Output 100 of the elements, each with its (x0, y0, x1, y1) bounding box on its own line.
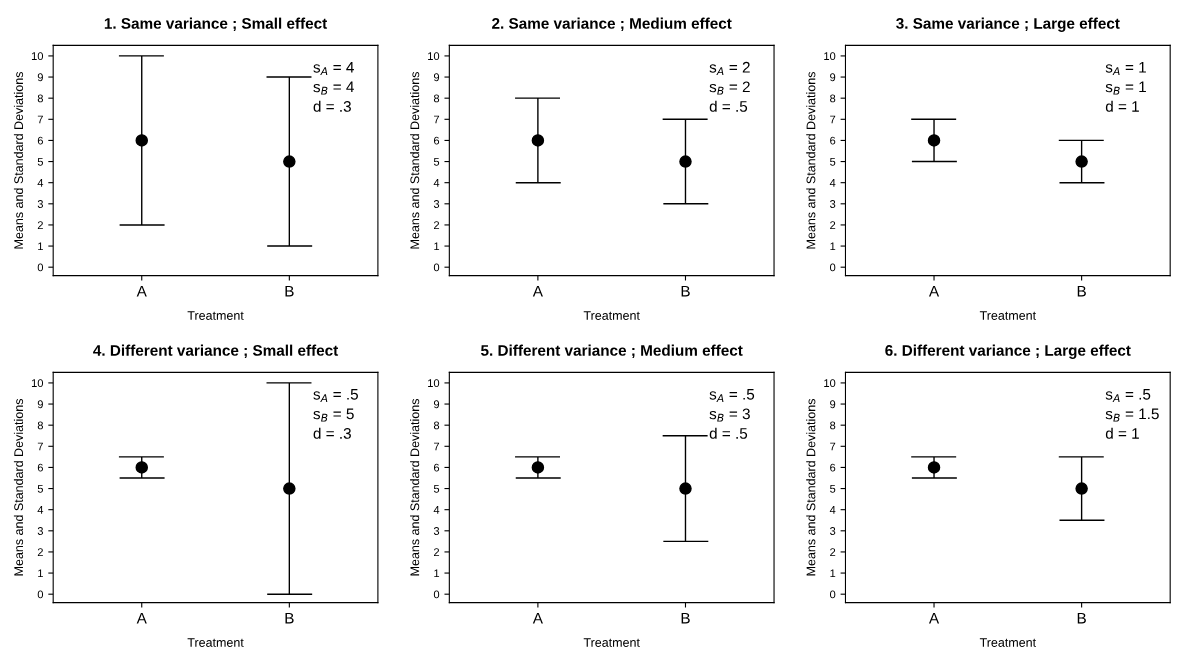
y-tick-label: 0 (830, 590, 836, 599)
y-tick-label: 5 (37, 157, 43, 166)
annotation: s$_{A}$ = 1 (1105, 62, 1146, 76)
y-tick-label: 8 (37, 94, 43, 103)
x-tick-label: B (285, 612, 294, 624)
y-tick-label: 5 (830, 157, 836, 166)
y-tick-label: 5 (37, 484, 43, 493)
y-axis-title: Means and Standard Deviations (806, 72, 816, 249)
x-tick-label: A (928, 285, 940, 297)
y-tick-label: 0 (830, 263, 836, 272)
y-tick-label: 2 (830, 548, 836, 556)
annotation: d = .3 (313, 427, 351, 439)
x-tick-label: A (532, 612, 543, 624)
annotation: s$_{A}$ = .5 (1105, 389, 1151, 403)
annotation: s$_{A}$ = 4 (313, 62, 354, 76)
x-tick-label: B (285, 285, 294, 297)
annotation: d = .5 (709, 427, 748, 439)
y-tick-label: 8 (830, 421, 836, 430)
y-tick-label: 8 (433, 421, 440, 430)
annotation: s$_{B}$ = 5 (313, 408, 354, 422)
y-tick-label: 9 (37, 73, 43, 82)
annotation: s$_{A}$ = 2 (709, 61, 750, 76)
y-tick-label: 4 (433, 179, 440, 187)
x-axis-title: Treatment (187, 638, 244, 647)
annotation: s$_{A}$ = .5 (709, 389, 755, 403)
y-tick-label: 0 (37, 590, 44, 599)
annotation: s$_{B}$ = 3 (709, 408, 750, 422)
x-axis-title: Treatment (583, 311, 640, 320)
y-tick-label: 3 (37, 200, 43, 208)
y-tick-label: 0 (37, 263, 44, 272)
y-tick-label: 8 (433, 94, 440, 103)
y-tick-label: 2 (830, 221, 836, 229)
y-tick-label: 1 (830, 242, 836, 251)
y-tick-label: 6 (37, 136, 43, 145)
x-tick-label: A (136, 285, 147, 297)
y-axis-title: Means and Standard Deviations (410, 399, 420, 576)
annotation: d = .5 (709, 100, 748, 112)
y-tick-label: 1 (38, 569, 43, 578)
y-tick-label: 6 (830, 463, 836, 472)
y-tick-label: 7 (830, 442, 836, 451)
chart-title: 6. Different variance ; Large effect (885, 344, 1131, 359)
x-axis-title: Treatment (979, 311, 1036, 320)
y-tick-label: 6 (434, 463, 440, 472)
annotation: d = 1 (1105, 100, 1139, 112)
x-tick-label: A (532, 285, 543, 297)
y-tick-label: 3 (830, 527, 836, 535)
chart-title: 5. Different variance ; Medium effect (480, 344, 743, 359)
y-tick-label: 9 (830, 400, 836, 409)
y-tick-label: 4 (829, 506, 836, 514)
y-tick-label: 5 (830, 484, 836, 493)
y-tick-label: 9 (37, 400, 43, 409)
y-tick-label: 7 (434, 115, 440, 124)
x-tick-label: B (1077, 285, 1086, 297)
y-tick-label: 7 (830, 115, 836, 124)
y-axis-title: Means and Standard Deviations (410, 72, 420, 249)
x-tick-label: B (681, 612, 690, 624)
x-tick-label: A (928, 612, 940, 624)
x-axis-title: Treatment (187, 311, 244, 320)
annotation: s$_{B}$ = 2 (709, 81, 750, 95)
y-tick-label: 6 (434, 136, 440, 145)
y-tick-label: 10 (31, 379, 44, 388)
y-tick-label: 6 (37, 463, 43, 472)
y-tick-label: 8 (830, 94, 836, 103)
x-tick-label: B (681, 285, 690, 297)
chart-title: 1. Same variance ; Small effect (104, 17, 328, 32)
y-tick-label: 1 (830, 569, 836, 578)
x-axis-title: Treatment (583, 638, 640, 647)
annotation: s$_{A}$ = .5 (313, 389, 358, 403)
y-tick-label: 10 (31, 52, 44, 61)
y-tick-label: 3 (37, 527, 43, 535)
y-tick-label: 6 (830, 136, 836, 145)
y-tick-label: 1 (38, 242, 43, 251)
annotation: s$_{B}$ = 1.5 (1105, 408, 1159, 422)
y-tick-label: 3 (830, 200, 836, 208)
y-axis-title: Means and Standard Deviations (13, 72, 24, 249)
y-tick-label: 4 (37, 506, 44, 514)
y-tick-label: 10 (824, 379, 836, 388)
x-tick-label: B (1077, 612, 1086, 624)
y-tick-label: 0 (433, 263, 440, 272)
y-tick-label: 1 (434, 569, 440, 578)
y-tick-label: 2 (433, 548, 440, 556)
y-tick-label: 2 (433, 221, 440, 229)
y-tick-label: 9 (433, 73, 440, 82)
y-axis-title: Means and Standard Deviations (806, 399, 816, 576)
x-tick-label: A (136, 612, 147, 624)
annotation: d = 1 (1105, 427, 1139, 439)
chart-title: 4. Different variance ; Small effect (93, 344, 339, 359)
annotation: s$_{B}$ = 4 (313, 81, 354, 95)
y-tick-label: 7 (434, 442, 440, 451)
y-tick-label: 0 (433, 590, 440, 599)
y-tick-label: 10 (428, 52, 440, 61)
y-tick-label: 3 (433, 200, 440, 208)
chart-title: 2. Same variance ; Medium effect (492, 17, 732, 32)
y-tick-label: 5 (433, 484, 440, 493)
annotation: s$_{B}$ = 1 (1105, 81, 1146, 95)
y-tick-label: 5 (433, 157, 440, 166)
x-axis-title: Treatment (979, 638, 1036, 647)
chart-title: 3. Same variance ; Large effect (896, 17, 1120, 32)
y-tick-label: 7 (37, 442, 43, 451)
y-tick-label: 4 (37, 179, 44, 187)
